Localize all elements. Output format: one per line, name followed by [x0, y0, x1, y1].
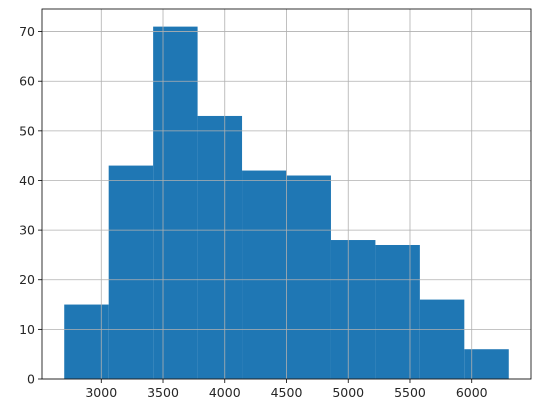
x-tick-label: 5000: [332, 385, 364, 400]
y-tick-label: 60: [19, 74, 35, 89]
x-tick-label: 6000: [456, 385, 488, 400]
x-tick-label: 3500: [147, 385, 179, 400]
y-tick-label: 0: [27, 372, 35, 387]
x-tick-label: 3000: [85, 385, 117, 400]
y-tick-label: 50: [19, 123, 35, 138]
y-tick-label: 30: [19, 223, 35, 238]
x-tick-label: 5500: [394, 385, 426, 400]
x-tick-label: 4000: [209, 385, 241, 400]
histogram-bar: [242, 170, 287, 379]
histogram-bar: [197, 115, 243, 379]
histogram-bar: [153, 26, 198, 379]
histogram-bar: [419, 299, 465, 379]
y-tick-label: 10: [19, 322, 35, 337]
x-axis: 3000 3500 4000 4500 5000 5500 6000: [85, 379, 488, 400]
bars-group: [64, 26, 509, 379]
histogram-bar: [375, 244, 420, 379]
y-tick-label: 70: [19, 24, 35, 39]
histogram-bar: [330, 240, 376, 379]
histogram-bar: [64, 304, 109, 379]
plot-area: 3000 3500 4000 4500 5000 5500 6000 0 10 20 30 40 50…: [19, 8, 532, 400]
y-tick-label: 20: [19, 272, 35, 287]
y-tick-label: 40: [19, 173, 35, 188]
y-axis: 0 10 20 30 40 50 60 70: [19, 24, 42, 387]
grid-lines: [42, 9, 531, 380]
x-tick-label: 4500: [271, 385, 303, 400]
histogram-bar: [464, 349, 509, 379]
histogram-bar: [108, 165, 154, 379]
histogram-bar: [286, 175, 331, 379]
